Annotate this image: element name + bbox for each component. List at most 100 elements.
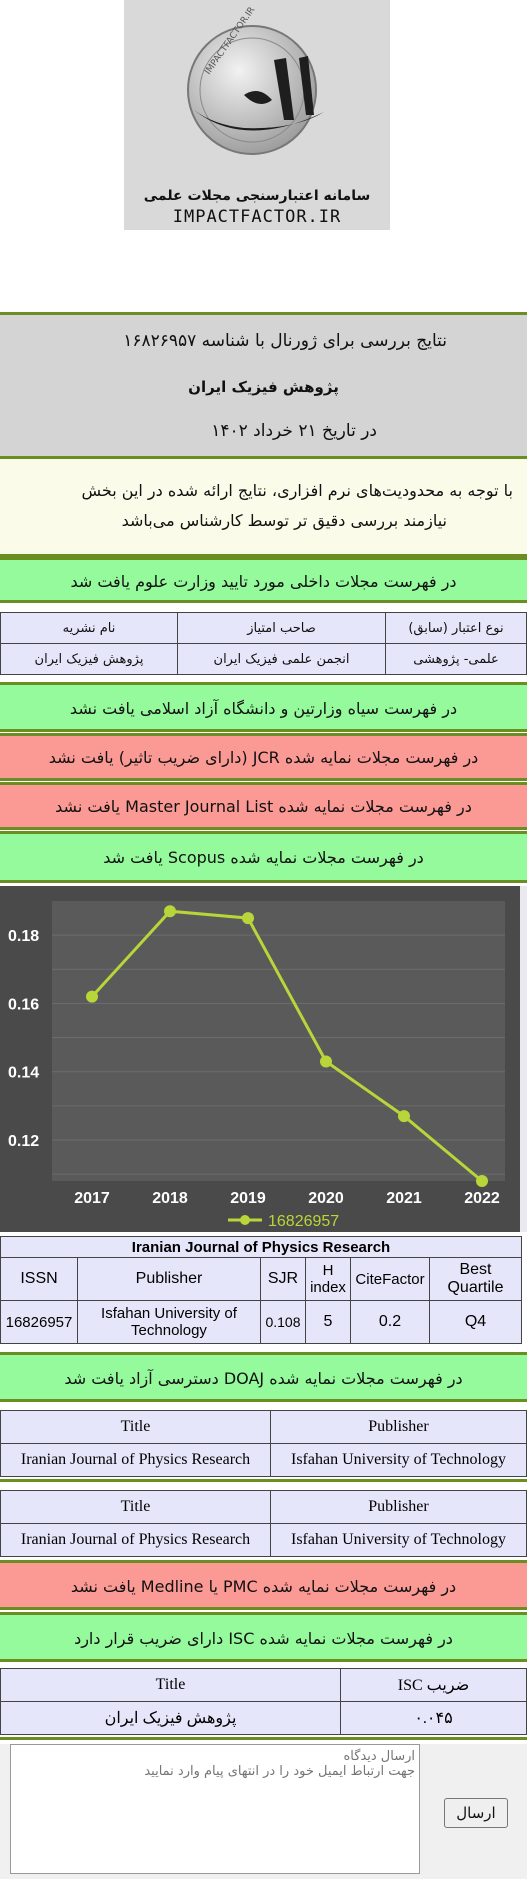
site-logo: IMPACTFACTOR.IR سامانه اعتبارسنجی مجلات … (124, 0, 390, 230)
scopus-table: Iranian Journal of Physics Research ISSN… (0, 1236, 522, 1344)
results-header: نتایج بررسی برای ژورنال با شناسه ۱۶۸۲۶۹۵… (0, 312, 527, 459)
table-cell: 5 (305, 1300, 351, 1344)
mjl-status-text: در فهرست مجلات نمایه شده Master Journal … (55, 797, 472, 816)
doaj-table-1: Title Publisher Iranian Journal of Physi… (0, 1410, 527, 1477)
table-header-row: Title Publisher (0, 1410, 527, 1444)
doaj-status: در فهرست مجلات نمایه شده DOAJ دسترسی آزا… (0, 1352, 527, 1402)
data-point (320, 1055, 332, 1068)
divider (0, 1479, 527, 1482)
table-header-row: ضریب ISC Title (0, 1668, 527, 1702)
blacklist-status-text: در فهرست سیاه وزارتین و دانشگاه آزاد اسل… (69, 699, 458, 718)
y-tick-label: 0.12 (8, 1133, 39, 1150)
pmc-status-text: در فهرست مجلات نمایه شده PMC یا Medline … (70, 1577, 457, 1596)
ministry-table: نوع اعتبار (سابق) صاحب امتیاز نام نشریه … (0, 612, 527, 675)
table-row: Iranian Journal of Physics Research Isfa… (0, 1443, 527, 1477)
data-point (242, 912, 254, 925)
table-cell: Isfahan University of Technology (270, 1443, 527, 1477)
check-date: در تاریخ ۲۱ خرداد ۱۴۰۲ (211, 421, 377, 441)
table-header-cell: ضریب ISC (340, 1668, 527, 1702)
table-header-cell: Title (0, 1490, 271, 1524)
scopus-status-text: در فهرست مجلات نمایه شده Scopus یافت شد (103, 848, 424, 867)
pmc-status: در فهرست مجلات نمایه شده PMC یا Medline … (0, 1560, 527, 1610)
series-line (90, 909, 483, 1183)
table-header-cell: SJR (260, 1257, 306, 1301)
svg-text:IMPACTFACTOR.IR: IMPACTFACTOR.IR (173, 207, 342, 227)
table-header-cell: CiteFactor (350, 1257, 430, 1301)
table-header-cell: H index (305, 1257, 351, 1301)
table-row: علمی- پژوهشی انجمن علمی فیزیک ایران پژوه… (0, 643, 527, 675)
table-header-cell: Publisher (77, 1257, 261, 1301)
legend-swatch-marker (240, 1215, 250, 1225)
table-row: 16826957 Isfahan University of Technolog… (0, 1300, 522, 1344)
table-row: Iranian Journal of Physics Research Isfa… (0, 1523, 527, 1557)
doaj-status-text: در فهرست مجلات نمایه شده DOAJ دسترسی آزا… (64, 1369, 463, 1388)
isc-status-text: در فهرست مجلات نمایه شده ISC دارای ضریب … (74, 1629, 453, 1648)
blacklist-status: در فهرست سیاه وزارتین و دانشگاه آزاد اسل… (0, 682, 527, 732)
table-cell: 0.2 (350, 1300, 430, 1344)
svg-text:سامانه اعتبارسنجی مجلات علمی: سامانه اعتبارسنجی مجلات علمی (144, 188, 370, 204)
table-header-row: Title Publisher (0, 1490, 527, 1524)
table-header-cell: نوع اعتبار (سابق) (385, 612, 527, 644)
table-cell: Iranian Journal of Physics Research (0, 1523, 271, 1557)
x-tick-label: 2020 (308, 1190, 344, 1207)
doaj-table-2: Title Publisher Iranian Journal of Physi… (0, 1490, 527, 1557)
x-tick-label: 2018 (152, 1190, 188, 1207)
legend-label: 16826957 (268, 1213, 339, 1230)
table-header-cell: Publisher (270, 1410, 527, 1444)
plot-area (52, 901, 505, 1181)
table-header-cell: Publisher (270, 1490, 527, 1524)
table-header-cell: Title (0, 1668, 341, 1702)
table-row: ۰.۰۴۵ پژوهش فیزیک ایران (0, 1701, 527, 1735)
x-tick-label: 2021 (386, 1190, 422, 1207)
table-header-row: نوع اعتبار (سابق) صاحب امتیاز نام نشریه (0, 612, 527, 644)
table-cell: Q4 (429, 1300, 522, 1344)
software-notice: با توجه به محدودیت‌های نرم افزاری، نتایج… (0, 459, 527, 557)
data-point (86, 990, 98, 1003)
logo-graphic: IMPACTFACTOR.IR سامانه اعتبارسنجی مجلات … (144, 5, 370, 227)
scopus-status: در فهرست مجلات نمایه شده Scopus یافت شد (0, 831, 527, 883)
table-cell: Isfahan University of Technology (270, 1523, 527, 1557)
chart-svg: 0.12 0.14 0.16 0.18 2017 2018 2019 2020 2021 2022… (0, 886, 520, 1232)
results-title: نتایج بررسی برای ژورنال با شناسه ۱۶۸۲۶۹۵… (123, 331, 447, 351)
x-tick-label: 2022 (464, 1190, 500, 1207)
data-point (164, 905, 176, 918)
table-header-cell: Best Quartile (429, 1257, 522, 1301)
x-tick-label: 2017 (74, 1190, 110, 1207)
table-header-row: ISSN Publisher SJR H index CiteFactor Be… (0, 1257, 522, 1301)
table-cell: 0.108 (260, 1300, 306, 1344)
table-header-cell: Title (0, 1410, 271, 1444)
comment-textarea[interactable] (10, 1744, 420, 1874)
table-cell: Iranian Journal of Physics Research (0, 1443, 271, 1477)
comment-form: ارسال (0, 1744, 527, 1879)
notice-line-1: با توجه به محدودیت‌های نرم افزاری، نتایج… (81, 481, 514, 500)
y-tick-label: 0.18 (8, 928, 39, 945)
send-button[interactable]: ارسال (444, 1798, 508, 1828)
table-cell: علمی- پژوهشی (385, 643, 527, 675)
table-header-cell: صاحب امتیاز (177, 612, 386, 644)
isc-status: در فهرست مجلات نمایه شده ISC دارای ضریب … (0, 1612, 527, 1662)
journal-name: پژوهش فیزیک ایران (188, 378, 339, 396)
divider (0, 1737, 527, 1740)
ministry-status-text: در فهرست مجلات داخلی مورد تایید وزارت عل… (70, 572, 457, 591)
table-cell: Isfahan University of Technology (77, 1300, 261, 1344)
data-point (476, 1175, 488, 1187)
isc-table: ضریب ISC Title ۰.۰۴۵ پژوهش فیزیک ایران (0, 1668, 527, 1735)
jcr-status-text: در فهرست مجلات نمایه شده JCR (دارای ضریب… (48, 748, 479, 767)
mjl-status: در فهرست مجلات نمایه شده Master Journal … (0, 782, 527, 830)
jcr-status: در فهرست مجلات نمایه شده JCR (دارای ضریب… (0, 733, 527, 781)
x-tick-label: 2019 (230, 1190, 266, 1207)
notice-line-2: نیازمند بررسی دقیق تر توسط کارشناس می‌با… (121, 511, 447, 530)
y-tick-label: 0.14 (8, 1065, 39, 1082)
table-header-cell: نام نشریه (0, 612, 178, 644)
table-title-row: Iranian Journal of Physics Research (0, 1236, 522, 1258)
data-point (398, 1110, 410, 1123)
y-tick-label: 0.16 (8, 996, 39, 1013)
table-cell: 16826957 (0, 1300, 78, 1344)
table-header-cell: ISSN (0, 1257, 78, 1301)
ministry-status: در فهرست مجلات داخلی مورد تایید وزارت عل… (0, 557, 527, 603)
table-cell: ۰.۰۴۵ (340, 1701, 527, 1735)
table-cell: پژوهش فیزیک ایران (0, 1701, 341, 1735)
table-cell: پژوهش فیزیک ایران (0, 643, 178, 675)
table-title: Iranian Journal of Physics Research (0, 1236, 522, 1258)
scopus-chart: 0.12 0.14 0.16 0.18 2017 2018 2019 2020 2021 2022… (0, 886, 527, 1232)
